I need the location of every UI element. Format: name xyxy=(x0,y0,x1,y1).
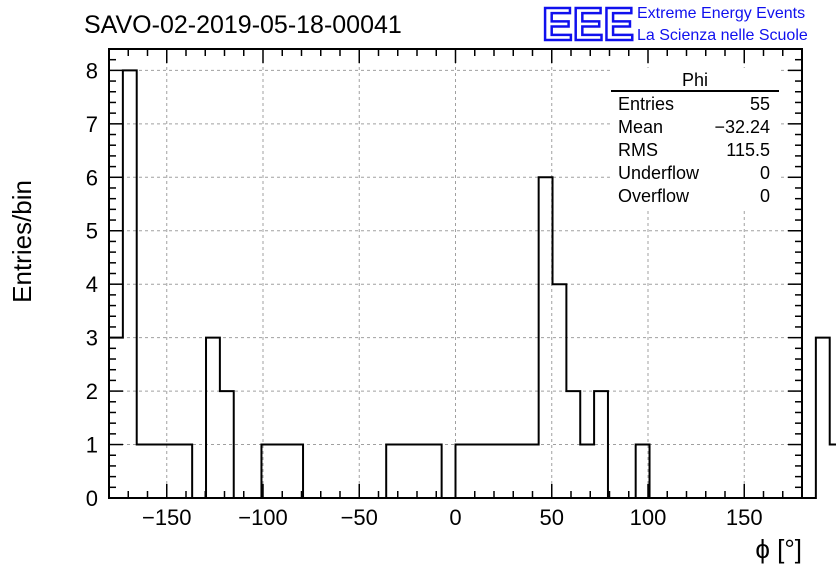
y-tick-label-8: 8 xyxy=(86,58,98,83)
stat-label-entries: Entries xyxy=(618,94,674,114)
y-tick-label-1: 1 xyxy=(86,433,98,458)
chart-title: SAVO-02-2019-05-18-00041 xyxy=(84,11,402,39)
stat-label-overflow: Overflow xyxy=(618,186,690,206)
x-tick-label-3: 0 xyxy=(449,505,461,530)
y-tick-label-7: 7 xyxy=(86,112,98,137)
x-axis-label: ϕ [°] xyxy=(755,534,802,564)
eee-logo-mark: EEE xyxy=(542,0,634,50)
stat-label-mean: Mean xyxy=(618,117,663,137)
plot-frame xyxy=(108,48,803,499)
y-tick-label-5: 5 xyxy=(86,219,98,244)
y-tick-label-4: 4 xyxy=(86,272,98,297)
logo-line-1: Extreme Energy Events xyxy=(637,5,805,22)
x-tick-label-2: −50 xyxy=(341,505,378,530)
stat-label-underflow: Underflow xyxy=(618,163,700,183)
stat-value-entries: 55 xyxy=(750,94,770,114)
y-tick-label-6: 6 xyxy=(86,165,98,190)
stats-box: Phi Entries 55 Mean −32.24 RMS 115.5 Und… xyxy=(611,68,779,208)
x-tick-label-0: −150 xyxy=(142,505,192,530)
logo-line-2: La Scienza nelle Scuole xyxy=(637,27,808,44)
histogram-line xyxy=(108,69,836,499)
stat-value-underflow: 0 xyxy=(760,163,770,183)
x-tick-label-1: −100 xyxy=(238,505,288,530)
x-tick-label-6: 150 xyxy=(726,505,763,530)
y-tick-labels: 0 1 2 3 4 5 6 7 8 xyxy=(86,58,98,511)
x-tick-label-5: 100 xyxy=(630,505,667,530)
stat-label-rms: RMS xyxy=(618,140,658,160)
eee-logo: EEE Extreme Energy Events La Scienza nel… xyxy=(541,0,808,51)
stat-value-overflow: 0 xyxy=(760,186,770,206)
axis-ticks xyxy=(109,48,802,499)
x-tick-labels: −150 −100 −50 0 50 100 150 xyxy=(142,505,763,530)
y-tick-label-0: 0 xyxy=(86,486,98,511)
y-axis-label: Entries/bin xyxy=(7,180,37,303)
stat-value-mean: −32.24 xyxy=(714,117,770,137)
x-tick-label-4: 50 xyxy=(540,505,564,530)
stats-box-title: Phi xyxy=(682,70,708,90)
y-tick-label-3: 3 xyxy=(86,326,98,351)
y-tick-label-2: 2 xyxy=(86,379,98,404)
stat-value-rms: 115.5 xyxy=(726,140,770,160)
